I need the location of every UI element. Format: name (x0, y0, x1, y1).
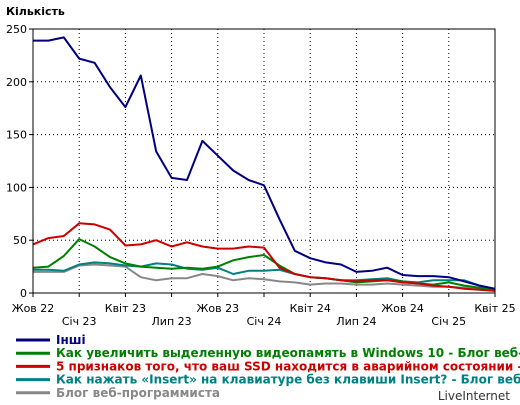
series-line-3 (33, 261, 496, 290)
y-tick-labels: 0 50 100 150 200 250 (6, 23, 27, 300)
y-tick-label: 200 (6, 76, 27, 89)
x-tick-label: Квіт 23 (105, 302, 146, 315)
x-tick-label: Січ 25 (431, 315, 466, 328)
x-tick-label: Січ 24 (247, 315, 282, 328)
series-lines (32, 36, 496, 292)
legend-label: Блог веб-программиста (56, 386, 220, 400)
x-tick-label: Лип 24 (336, 315, 376, 328)
series-line-2 (32, 222, 496, 292)
x-tick-label: Січ 23 (62, 315, 97, 328)
y-tick-label: 150 (6, 129, 27, 142)
x-tick-label: Жов 22 (12, 302, 55, 315)
x-tick-label: Жов 23 (197, 302, 240, 315)
x-tick-label: Квіт 24 (290, 302, 331, 315)
x-tick-label: Лип 23 (152, 315, 192, 328)
legend-label: Как нажать «Insert» на клавиатуре без кл… (56, 373, 520, 387)
legend-label: Інші (56, 333, 86, 347)
y-tick-label: 250 (6, 23, 27, 36)
x-tick-label: Жов 24 (381, 302, 424, 315)
series-line-4 (33, 263, 496, 291)
x-tick-label: Квіт 25 (474, 302, 515, 315)
y-tick-label: 50 (13, 234, 27, 247)
footer-label: LiveInternet (438, 389, 510, 403)
y-tick-label: 100 (6, 181, 27, 194)
legend-label: 5 признаков того, что ваш SSD находится … (56, 359, 520, 373)
legend-label: Как увеличить выделенную видеопамять в W… (56, 346, 520, 360)
y-axis-label: Кількість (6, 5, 65, 18)
y-tick-label: 0 (20, 287, 27, 300)
plot-frame (32, 28, 496, 294)
x-tick-labels: Жов 22 Січ 23 Квіт 23 Лип 23 Жов 23 Січ 24 Кві… (12, 302, 516, 328)
series-line-0 (33, 36, 496, 290)
